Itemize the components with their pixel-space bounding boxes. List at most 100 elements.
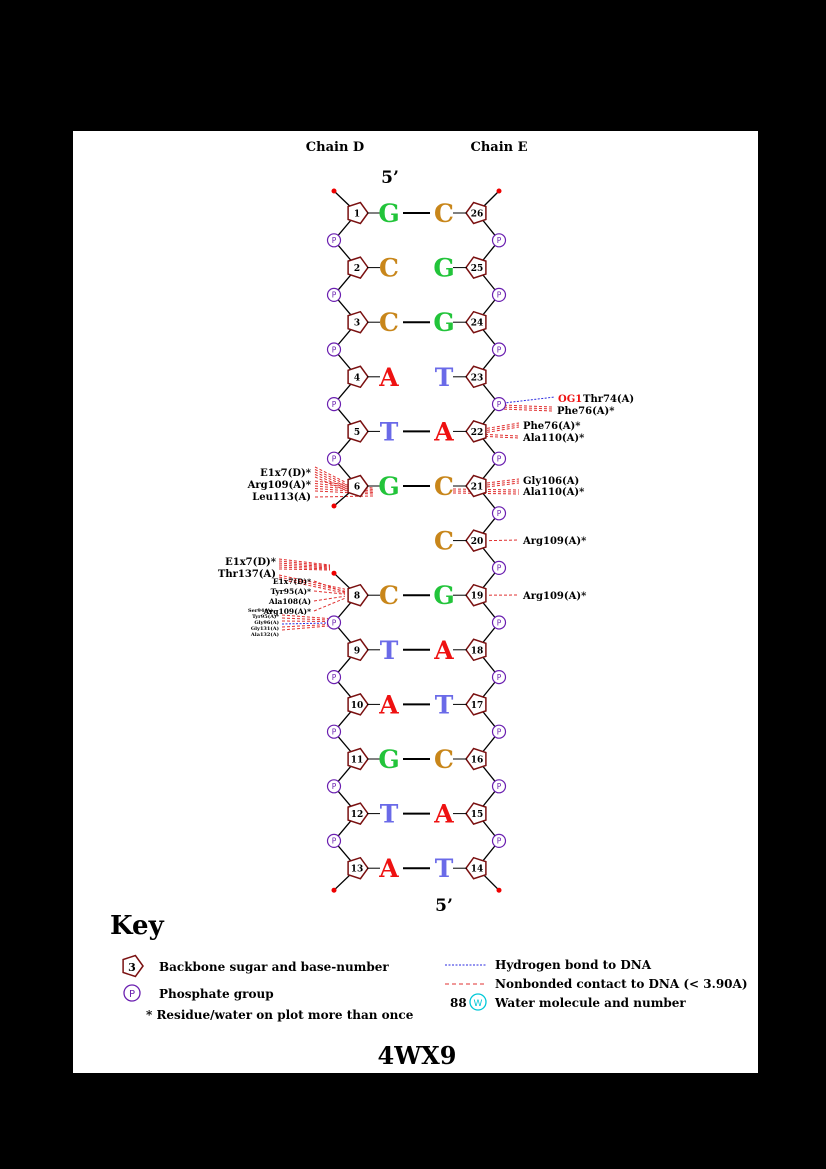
base-letter: C — [434, 745, 454, 774]
base-letter: G — [378, 745, 399, 774]
base-letter: C — [379, 254, 399, 283]
arg109-label-4: Arg109(A)* — [262, 607, 311, 616]
contact-line — [486, 426, 520, 433]
arg109-label-2: Arg109(A)* — [522, 591, 587, 602]
phosphate-icon — [491, 287, 507, 302]
base-letter: G — [433, 308, 454, 337]
contact-line — [281, 617, 329, 621]
contact-line — [486, 478, 520, 484]
phosphate-label: P — [497, 837, 502, 846]
base-letter: A — [433, 800, 454, 829]
contact-line — [281, 620, 329, 622]
phosphate-icon — [491, 342, 507, 357]
phosphate-label: P — [497, 782, 502, 791]
phosphate-icon — [491, 397, 507, 412]
base-number: 3 — [354, 319, 360, 329]
base-letter: C — [379, 308, 399, 337]
phosphate-label: P — [497, 400, 502, 409]
phosphate-icon — [326, 287, 342, 302]
contact-line — [281, 614, 329, 619]
base-number: 25 — [471, 264, 484, 274]
og1-atom: OG1 — [558, 394, 582, 405]
base-letter: T — [435, 363, 454, 392]
contact-line — [503, 404, 553, 408]
phosphate-label: P — [497, 236, 502, 245]
contact-line — [313, 590, 346, 595]
phosphate-label: P — [332, 345, 337, 354]
contact-line — [313, 597, 346, 612]
phosphate-key-text: Phosphate group — [159, 987, 274, 1001]
contact-line — [486, 422, 520, 429]
arg109-label-3: Arg109(A)* — [247, 480, 312, 491]
base-letter: C — [434, 472, 454, 501]
base-number: 18 — [471, 646, 484, 656]
base-number: 8 — [354, 592, 360, 602]
phosphate-label: P — [497, 618, 502, 627]
phosphate-icon — [326, 615, 342, 630]
contact-line — [484, 433, 520, 437]
contact-line — [278, 576, 346, 592]
phosphate-icon — [491, 451, 507, 466]
base-letter: A — [378, 363, 399, 392]
base-number: 5 — [354, 428, 360, 438]
contact-line — [278, 566, 331, 570]
phosphate-label: P — [332, 455, 337, 464]
contact-line — [486, 424, 520, 431]
water-key-icon — [469, 993, 487, 1011]
terminus-dot — [496, 188, 502, 194]
contact-line — [452, 492, 520, 495]
sugar-icon — [347, 693, 369, 716]
base-letter: G — [433, 581, 454, 610]
e1x7-label-2: E1x7(D)* — [225, 557, 277, 568]
base-number: 1 — [354, 210, 360, 220]
base-number: 23 — [471, 373, 484, 383]
e1x7-label-3: E1x7(D)* — [273, 577, 311, 586]
chain-e-label: Chain E — [470, 140, 527, 155]
sugar-icon — [347, 201, 369, 225]
sugar-icon — [347, 256, 369, 279]
phosphate-icon — [326, 233, 342, 248]
phosphate-label: P — [332, 782, 337, 791]
sugar-icon — [347, 802, 369, 825]
phosphate-label: P — [497, 345, 502, 354]
base-number: 24 — [471, 319, 484, 329]
phosphate-icon — [326, 724, 342, 739]
phe76-label-2: Phe76(A)* — [523, 421, 581, 432]
base-letter: T — [380, 417, 399, 446]
hbond-line — [502, 396, 556, 404]
tyr95-label-1: Tyr95(A)* — [271, 587, 311, 596]
sugar-icon — [465, 201, 487, 225]
base-number: 16 — [471, 756, 484, 766]
phosphate-label: P — [332, 837, 337, 846]
terminus-dot — [496, 887, 502, 893]
sugar-icon — [465, 256, 487, 279]
arg109-label-1: Arg109(A)* — [522, 536, 587, 547]
sugar-icon — [465, 856, 487, 880]
phosphate-label: P — [332, 618, 337, 627]
ala110-label-2: Ala110(A)* — [522, 487, 585, 498]
sugar-icon — [465, 802, 487, 825]
base-letter: C — [379, 581, 399, 610]
tyr95-label-2: Tyr95(A)* — [252, 613, 279, 620]
phosphate-icon — [491, 724, 507, 739]
terminus-dot — [331, 503, 337, 509]
phosphate-icon — [491, 669, 507, 685]
contact-line — [281, 625, 329, 631]
contact-line — [503, 408, 553, 412]
sugar-icon — [465, 583, 487, 607]
repeat-key-text: * Residue/water on plot more than once — [146, 1008, 414, 1022]
terminus-dot — [331, 887, 337, 893]
sugar-key-icon — [122, 954, 144, 978]
gly96-label: Gly96(A) — [254, 619, 279, 626]
base-letter: G — [433, 254, 454, 283]
phosphate-key-symbol: P — [129, 989, 135, 1000]
contact-line — [488, 539, 520, 542]
contact-line — [486, 480, 520, 486]
water-key-symbol: W — [474, 999, 483, 1009]
phosphate-label: P — [332, 728, 337, 737]
phosphate-icon — [491, 833, 507, 849]
contact-line — [484, 435, 520, 439]
phosphate-label: P — [332, 400, 337, 409]
